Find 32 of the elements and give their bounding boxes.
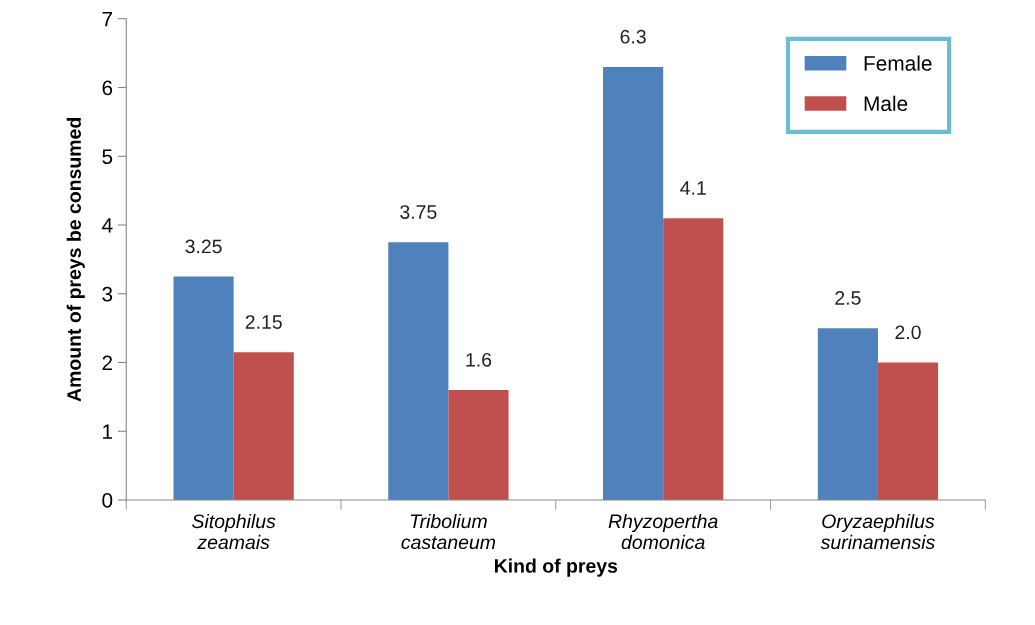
y-tick-label: 6 bbox=[102, 80, 113, 96]
y-tick-label: 4 bbox=[101, 218, 113, 233]
bar bbox=[388, 242, 449, 500]
data-label: 4.1 bbox=[680, 181, 706, 195]
data-label: 1.6 bbox=[466, 352, 492, 367]
bar bbox=[663, 218, 724, 500]
y-tick-label: 3 bbox=[102, 286, 113, 302]
bar bbox=[603, 66, 664, 500]
data-label: 2.0 bbox=[895, 325, 921, 340]
data-label: 3.25 bbox=[185, 239, 222, 254]
data-label: 3.75 bbox=[400, 205, 437, 219]
data-label: 6.3 bbox=[620, 29, 646, 44]
x-axis-title: Kind of preys bbox=[494, 558, 618, 577]
bar bbox=[877, 362, 939, 500]
bar bbox=[233, 352, 294, 500]
y-tick-label: 5 bbox=[102, 149, 113, 164]
legend-label: Female bbox=[864, 55, 932, 71]
y-tick-label: 7 bbox=[102, 11, 113, 27]
data-label: 2.15 bbox=[245, 315, 282, 329]
x-tick-label: Oryzaephilus surinamensis bbox=[820, 513, 935, 550]
bar bbox=[173, 276, 234, 500]
y-tick-label: 2 bbox=[102, 355, 113, 371]
legend-label: Male bbox=[864, 95, 908, 112]
bar bbox=[448, 390, 509, 500]
x-tick-label: Sitophilus zeamais bbox=[192, 513, 276, 550]
y-tick-label: 1 bbox=[103, 424, 113, 439]
data-label: 2.5 bbox=[835, 291, 861, 305]
y-axis-title: Amount of preys be consumed bbox=[66, 118, 85, 402]
y-tick-label: 0 bbox=[102, 493, 113, 508]
x-tick-label: Rhyzopertha domonica bbox=[608, 513, 718, 550]
bar bbox=[817, 328, 878, 500]
x-tick-label: Tribolium castaneum bbox=[401, 513, 496, 550]
